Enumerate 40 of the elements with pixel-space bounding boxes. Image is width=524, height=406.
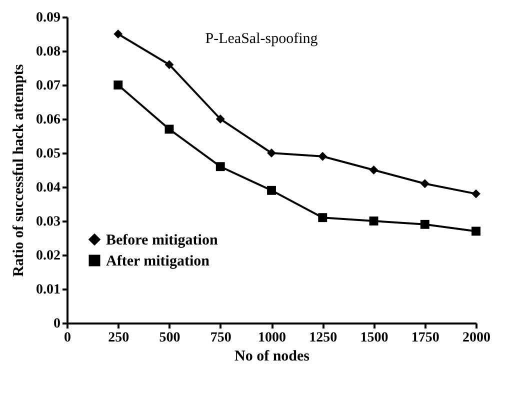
point xyxy=(472,226,480,236)
point xyxy=(216,162,225,172)
y-tick-label: 0 xyxy=(54,316,60,332)
point xyxy=(369,216,378,226)
y-tick-label: 0.01 xyxy=(36,282,60,298)
y-tick-label: 0.04 xyxy=(36,180,60,196)
legend-label: After mitigation xyxy=(106,254,210,270)
x-tick-label: 750 xyxy=(210,330,232,346)
point xyxy=(472,189,480,198)
point xyxy=(267,148,276,158)
x-tick-label: 0 xyxy=(64,330,71,346)
y-tick-label: 0.02 xyxy=(36,248,60,264)
point xyxy=(318,213,328,222)
y-tick-label: 0.03 xyxy=(36,214,60,230)
x-tick-label: 500 xyxy=(159,330,180,346)
y-axis-title: Ratio of successful hack attempts xyxy=(11,64,27,277)
point xyxy=(114,30,123,38)
point xyxy=(114,80,123,90)
point xyxy=(420,179,430,188)
x-tick-label: 250 xyxy=(108,330,130,346)
text: P-LeaSal-spoofing xyxy=(205,31,318,47)
point xyxy=(164,60,174,70)
point xyxy=(267,186,276,195)
y-tick-label: 0.05 xyxy=(36,146,60,162)
point xyxy=(318,152,328,161)
x-tick-label: 1500 xyxy=(360,330,388,346)
point xyxy=(369,166,378,174)
point xyxy=(216,114,225,124)
x-tick-label: 1750 xyxy=(411,330,440,346)
point xyxy=(420,220,430,229)
x-tick-label: 1000 xyxy=(258,330,286,346)
point xyxy=(164,124,174,134)
y-tick-label: 0.08 xyxy=(36,44,60,60)
x-tick-label: 2000 xyxy=(462,330,490,346)
y-tick-label: 0.09 xyxy=(36,10,60,26)
y-tick-label: 0.06 xyxy=(36,112,60,128)
x-axis-title: No of nodes xyxy=(234,348,310,364)
legend-label: Before mitigation xyxy=(106,232,218,248)
y-tick-label: 0.07 xyxy=(36,78,60,94)
x-tick-label: 1250 xyxy=(309,330,338,346)
